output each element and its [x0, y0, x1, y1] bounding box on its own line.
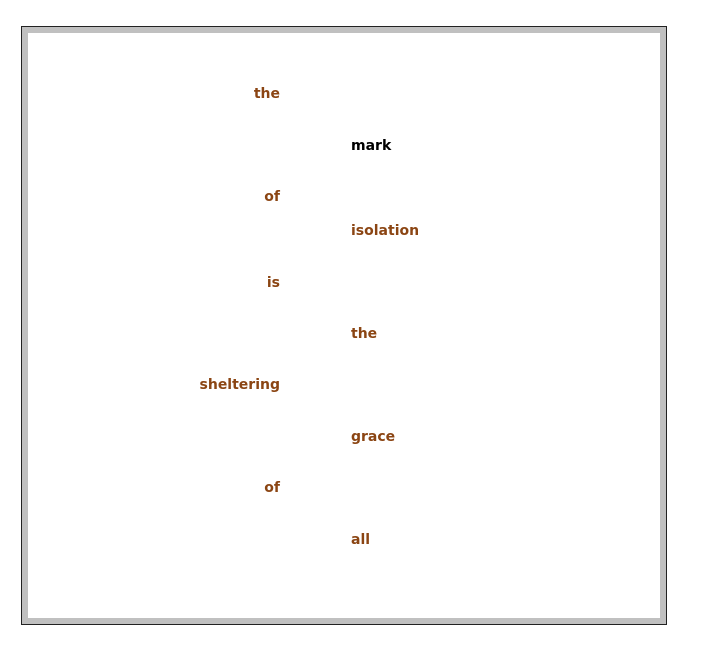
poem-word-10: all [351, 532, 371, 548]
poem-word-4: isolation [351, 223, 420, 239]
poem-word-5: is [266, 275, 280, 291]
poem-word-8: grace [351, 429, 396, 445]
poem-frame: the mark of isolation is the sheltering … [21, 26, 667, 625]
poem-word-3: of [264, 189, 280, 205]
poem-word-1: the [253, 86, 280, 102]
poem-frame-inner: the mark of isolation is the sheltering … [22, 27, 666, 624]
poem-word-7: sheltering [199, 377, 280, 393]
poem-word-6: the [351, 326, 378, 342]
poem-word-2: mark [351, 138, 392, 154]
poem-word-9: of [264, 480, 280, 496]
